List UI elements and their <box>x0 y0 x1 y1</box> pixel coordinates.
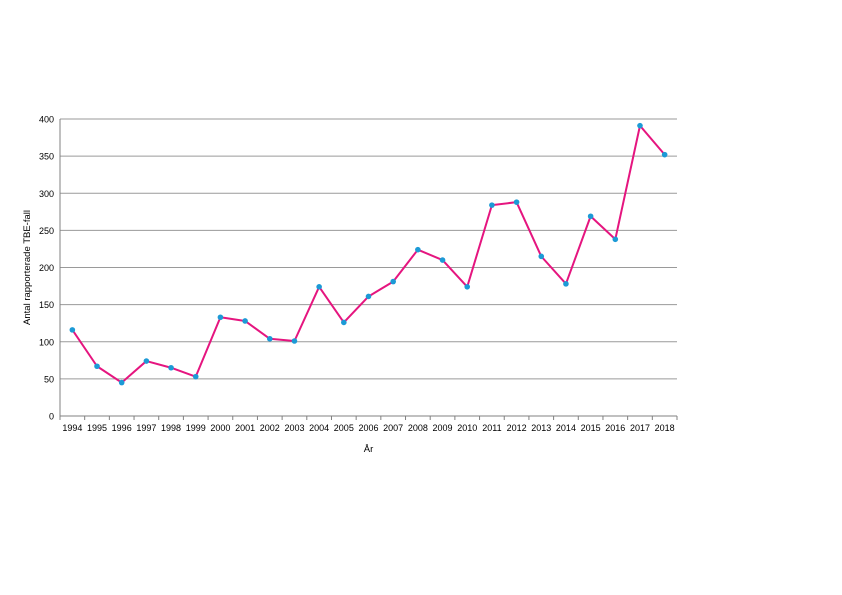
y-tick-label: 200 <box>39 263 54 273</box>
series-line <box>71 124 666 384</box>
y-tick-label: 0 <box>49 412 54 422</box>
y-tick-label: 100 <box>39 337 54 347</box>
data-point <box>538 253 545 260</box>
x-axis-title: År <box>364 444 374 455</box>
data-point <box>513 199 520 205</box>
y-tick-label: 250 <box>39 226 54 236</box>
y-axis-title: Antal rapporterade TBE-fall <box>22 210 33 325</box>
y-axis-ticks: 0 50 100 150 200 250 300 350 400 <box>39 115 54 422</box>
data-point <box>316 284 322 290</box>
x-tick-label: 2004 <box>309 423 329 433</box>
x-axis-ticks: 1994 1995 1996 1997 1998 1999 2000 2001 2002 2003… <box>62 423 674 433</box>
x-tick-label: 2006 <box>358 423 378 433</box>
data-point <box>266 335 273 342</box>
x-tick-label: 2011 <box>482 423 501 433</box>
x-tick-label: 2016 <box>605 423 625 433</box>
data-point <box>69 327 76 333</box>
x-tick-label: 2003 <box>284 423 304 433</box>
data-point <box>415 246 421 253</box>
x-tick-label: 2013 <box>531 423 551 433</box>
x-tick-label: 2012 <box>507 423 527 433</box>
data-point <box>489 202 495 208</box>
y-tick-label: 300 <box>39 189 54 199</box>
x-tick-label: 2001 <box>235 423 255 433</box>
x-tick-label: 1999 <box>186 423 206 433</box>
data-point <box>365 293 372 300</box>
data-point <box>612 236 619 243</box>
y-tick-label: 50 <box>44 374 54 384</box>
data-point <box>637 122 643 129</box>
x-tick-label: 1995 <box>87 423 107 433</box>
y-tick-label: 400 <box>39 115 54 125</box>
x-tick-label: 2017 <box>630 423 650 433</box>
x-tick-label: 1997 <box>136 423 156 433</box>
y-tick-label: 350 <box>39 152 54 162</box>
data-point <box>143 358 150 364</box>
x-tick-label: 2010 <box>457 423 477 433</box>
data-point <box>192 373 199 380</box>
x-tick-label: 2007 <box>383 423 403 433</box>
series-group <box>69 122 668 386</box>
x-tick-label: 2009 <box>433 423 453 433</box>
data-point <box>464 284 471 290</box>
x-tick-label: 1998 <box>161 423 181 433</box>
axes <box>59 119 678 420</box>
data-point <box>217 314 224 321</box>
data-point <box>291 338 298 344</box>
data-point <box>563 281 569 287</box>
gridlines <box>60 118 677 380</box>
x-tick-label: 2018 <box>655 423 675 433</box>
data-point <box>242 318 248 324</box>
x-tick-label: 1994 <box>62 423 82 433</box>
data-point <box>118 379 125 386</box>
data-point <box>341 319 347 326</box>
data-point <box>390 278 396 285</box>
y-tick-label: 150 <box>39 300 54 310</box>
x-tick-label: 2002 <box>260 423 280 433</box>
data-point <box>168 364 174 371</box>
data-point <box>661 151 668 158</box>
x-tick-label: 1996 <box>112 423 132 433</box>
data-point <box>94 363 100 370</box>
x-tick-label: 2014 <box>556 423 576 433</box>
data-point <box>439 257 446 263</box>
data-point <box>587 213 594 220</box>
x-tick-label: 2008 <box>408 423 428 433</box>
x-tick-label: 2005 <box>334 423 354 433</box>
x-tick-label: 2015 <box>581 423 601 433</box>
x-tick-label: 2000 <box>210 423 230 433</box>
